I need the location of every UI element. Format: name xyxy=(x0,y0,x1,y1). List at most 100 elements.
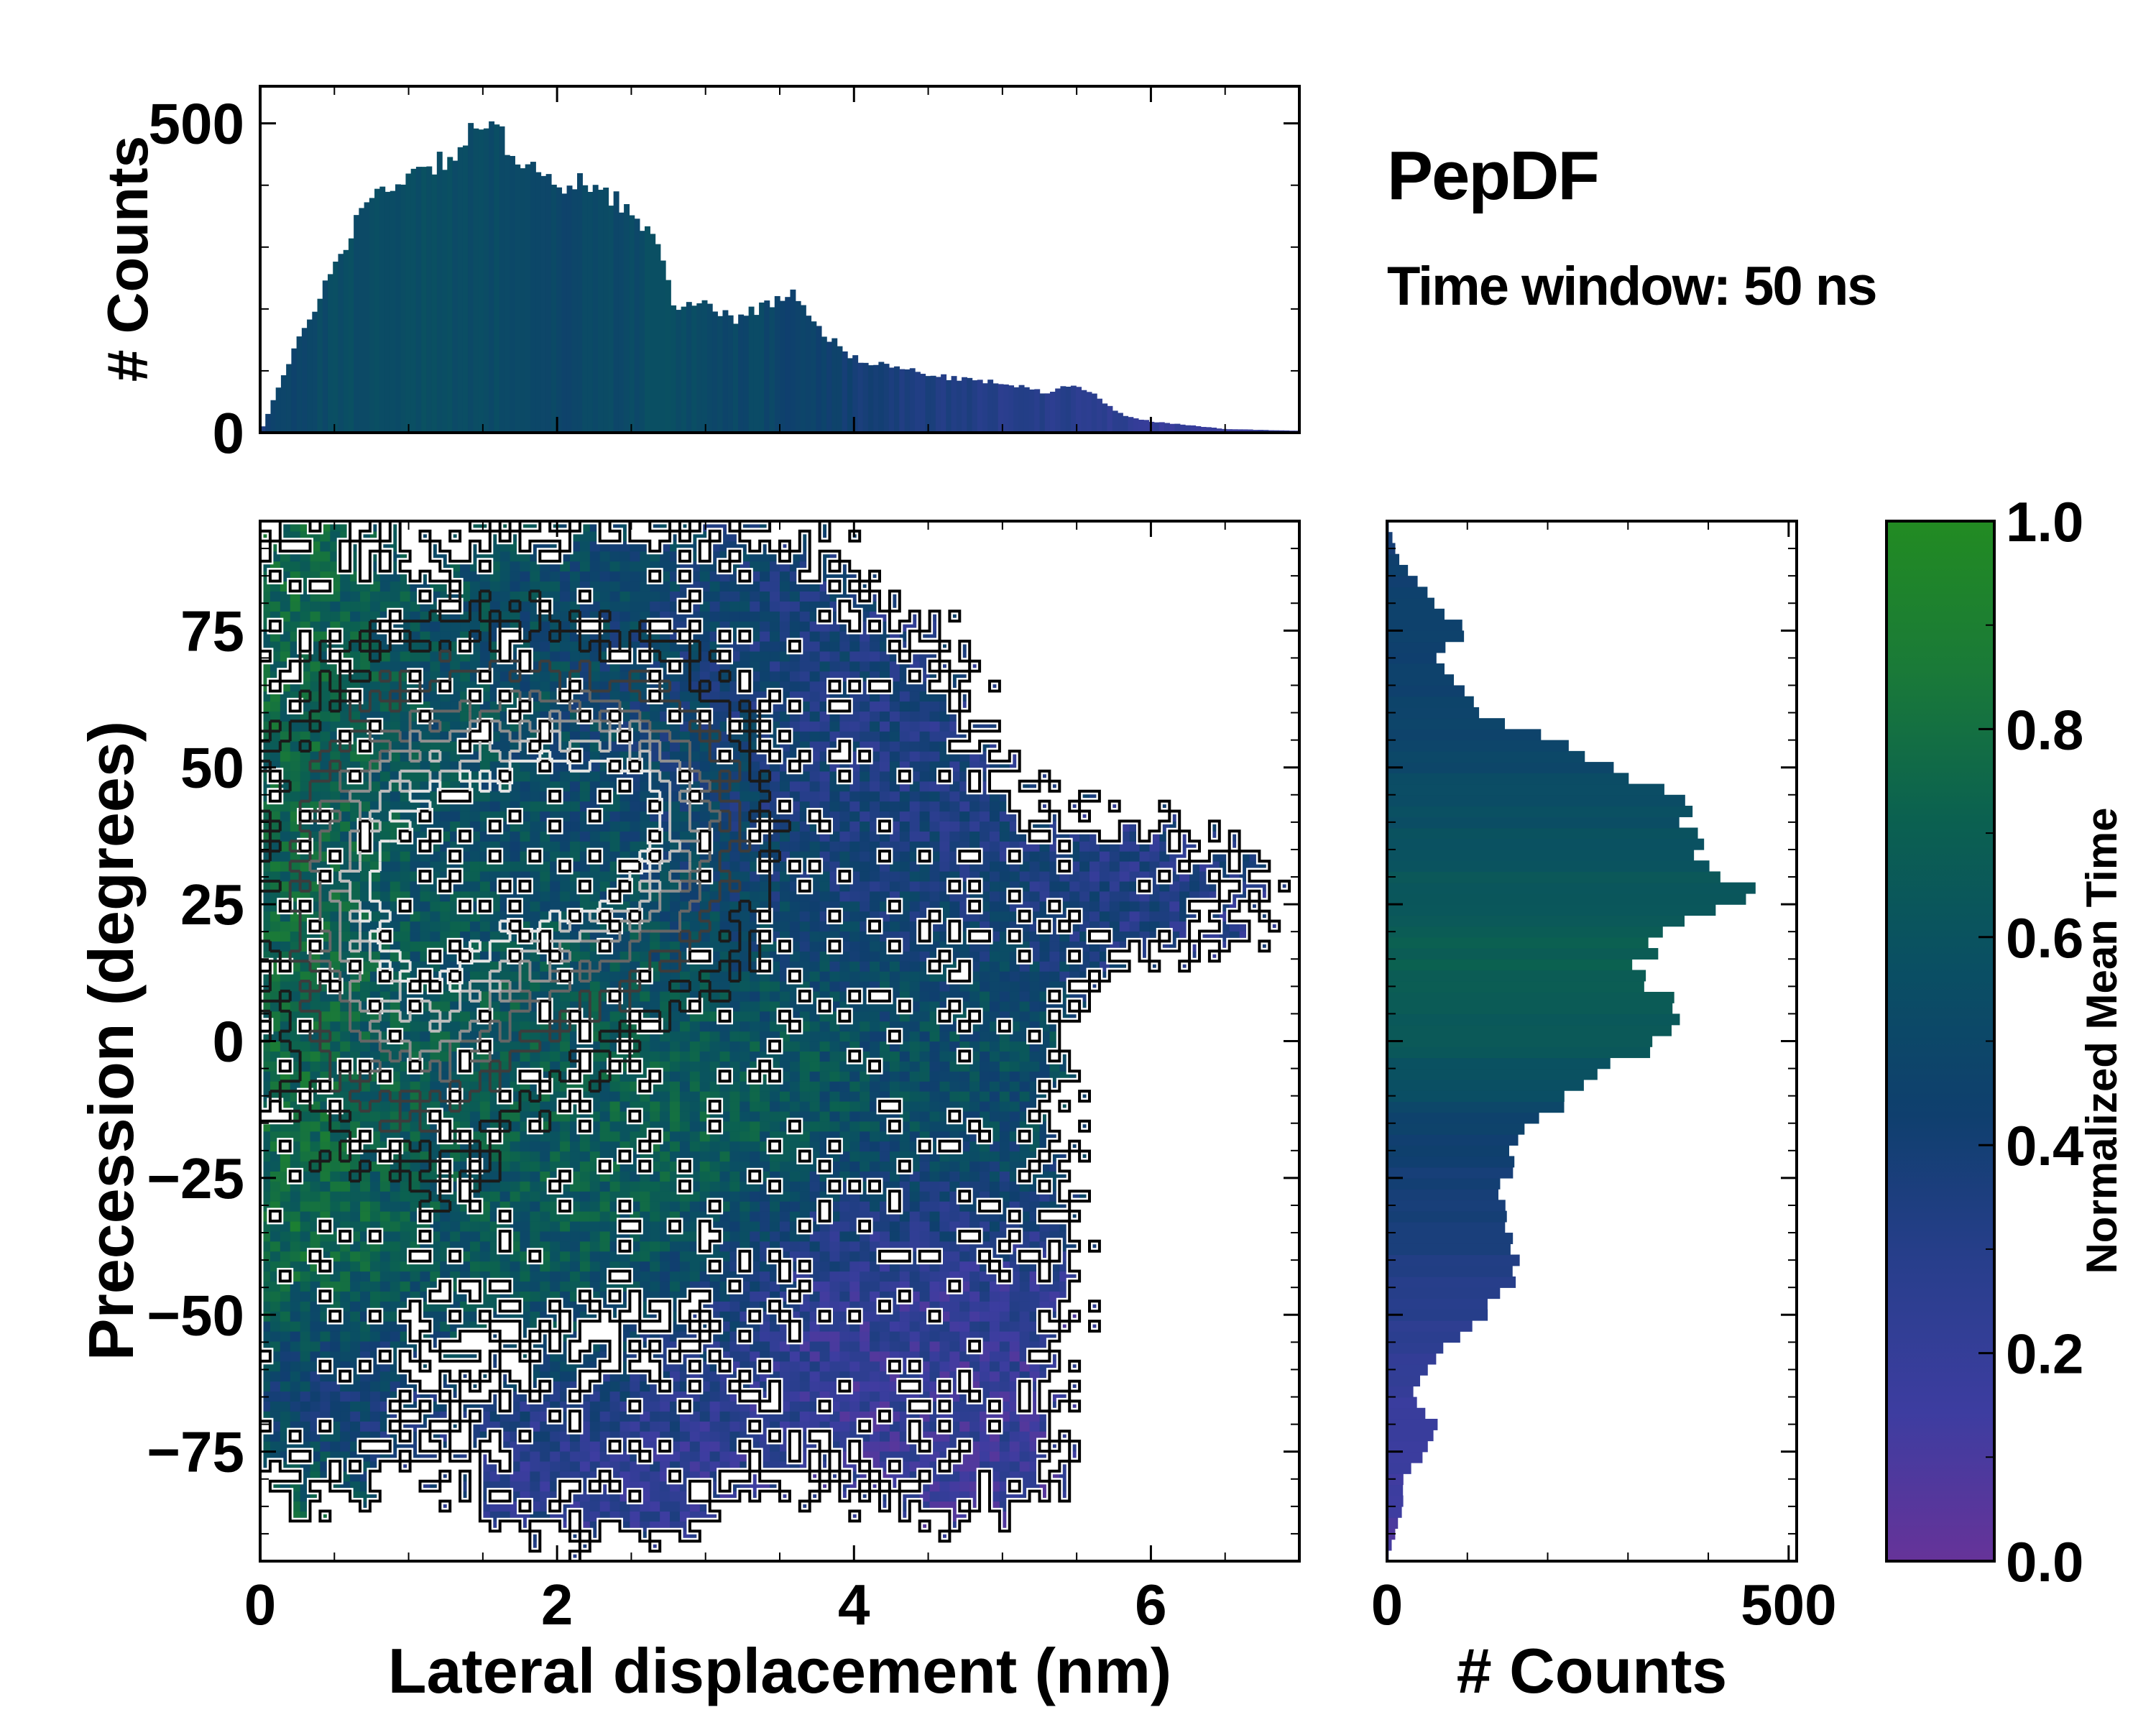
heatmap-cell xyxy=(670,1021,681,1032)
heatmap-cell xyxy=(300,731,311,742)
heatmap-cell xyxy=(699,1401,711,1412)
heatmap-cell xyxy=(310,721,321,732)
heatmap-cell xyxy=(789,831,801,842)
heatmap-cell xyxy=(300,1381,311,1392)
heatmap-cell xyxy=(780,891,791,902)
heatmap-cell xyxy=(729,1031,740,1042)
heatmap-cell xyxy=(609,1501,621,1512)
top-ytick-label: 500 xyxy=(149,92,244,156)
heatmap-cell xyxy=(599,971,611,982)
heatmap-cell xyxy=(579,1161,591,1172)
heatmap-cell xyxy=(699,1041,711,1052)
heatmap-cell xyxy=(689,751,701,762)
heatmap-cell xyxy=(689,981,701,992)
heatmap-cell xyxy=(330,941,341,952)
heatmap-cell xyxy=(740,911,750,922)
heatmap-cell xyxy=(579,1181,591,1192)
heatmap-cell xyxy=(330,1181,341,1192)
heatmap-cell xyxy=(589,831,601,842)
heatmap-cell xyxy=(619,1381,631,1392)
heatmap-cell xyxy=(550,1281,561,1292)
heatmap-cell xyxy=(570,811,581,822)
heatmap-cell xyxy=(640,1241,650,1252)
top-histogram-bar xyxy=(296,336,303,433)
heatmap-cell xyxy=(689,1421,701,1432)
top-histogram-bar xyxy=(333,262,339,433)
heatmap-cell xyxy=(350,880,361,892)
heatmap-cell xyxy=(460,811,471,822)
heatmap-cell xyxy=(420,1081,430,1092)
heatmap-cell xyxy=(520,1151,530,1162)
heatmap-cell xyxy=(379,1251,391,1262)
heatmap-cell xyxy=(310,691,321,702)
heatmap-cell xyxy=(699,1421,711,1432)
heatmap-cell xyxy=(280,1081,291,1092)
heatmap-cell xyxy=(379,1371,391,1382)
heatmap-cell xyxy=(300,961,311,972)
top-histogram-bars xyxy=(260,121,1300,433)
heatmap-cell xyxy=(330,1340,341,1352)
heatmap-cell xyxy=(350,1421,361,1432)
heatmap-cell xyxy=(280,1191,291,1202)
heatmap-cell xyxy=(320,1441,331,1452)
heatmap-cell xyxy=(530,791,540,802)
heatmap-cell xyxy=(300,1201,311,1212)
heatmap-cell xyxy=(400,1100,411,1112)
heatmap-cell xyxy=(699,1051,711,1062)
top-histogram-bar xyxy=(873,364,880,433)
heatmap-cell xyxy=(300,861,311,872)
top-histogram-bar xyxy=(888,367,895,433)
heatmap-cell xyxy=(770,880,780,892)
top-histogram-bar xyxy=(821,336,827,433)
heatmap-cell xyxy=(350,1281,361,1292)
top-histogram-bar xyxy=(421,167,428,433)
heatmap-cell xyxy=(770,571,780,582)
heatmap-cell xyxy=(369,601,381,612)
heatmap-cell xyxy=(550,1151,561,1162)
heatmap-cell xyxy=(300,990,311,1002)
heatmap-cell xyxy=(789,1411,801,1422)
heatmap-cell xyxy=(579,1441,591,1452)
heatmap-cell xyxy=(379,760,391,772)
heatmap-cell xyxy=(410,931,421,942)
top-histogram-bar xyxy=(525,164,531,433)
heatmap-cell xyxy=(609,1110,621,1122)
heatmap-cell xyxy=(520,1161,530,1172)
heatmap-cell xyxy=(330,911,341,922)
heatmap-cell xyxy=(550,1121,561,1132)
heatmap-cell xyxy=(280,841,291,852)
top-histogram-bar xyxy=(515,164,521,433)
heatmap-cell xyxy=(290,1361,301,1372)
heatmap-cell xyxy=(630,841,640,852)
heatmap-cell xyxy=(789,1041,801,1052)
heatmap-cell xyxy=(469,1251,481,1262)
heatmap-cell xyxy=(650,1271,660,1282)
heatmap-cell xyxy=(540,1441,550,1452)
heatmap-cell xyxy=(780,1100,791,1112)
heatmap-cell xyxy=(760,1281,770,1292)
heatmap-cell xyxy=(440,1021,451,1032)
heatmap-cell xyxy=(589,561,601,572)
heatmap-cell xyxy=(750,1211,760,1222)
heatmap-cell xyxy=(789,1081,801,1092)
heatmap-cell xyxy=(630,551,640,562)
heatmap-cell xyxy=(379,770,391,782)
heatmap-cell xyxy=(360,1261,371,1272)
heatmap-cell xyxy=(330,951,341,962)
heatmap-cell xyxy=(740,1191,750,1202)
heatmap-cell xyxy=(360,591,371,602)
top-histogram-bar xyxy=(343,249,349,433)
heatmap-cell xyxy=(280,851,291,862)
top-histogram-bar xyxy=(364,202,370,433)
top-histogram-bar xyxy=(510,155,515,433)
heatmap-cell xyxy=(770,650,780,662)
heatmap-cell xyxy=(799,671,811,682)
heatmap-cell xyxy=(469,861,481,872)
heatmap-cell xyxy=(280,1291,291,1302)
heatmap-cell xyxy=(350,870,361,882)
heatmap-cell xyxy=(369,770,381,782)
top-histogram-bar xyxy=(676,310,682,433)
heatmap-cell xyxy=(510,1161,521,1172)
top-histogram-bar xyxy=(540,175,547,433)
heatmap-cell xyxy=(630,821,640,832)
